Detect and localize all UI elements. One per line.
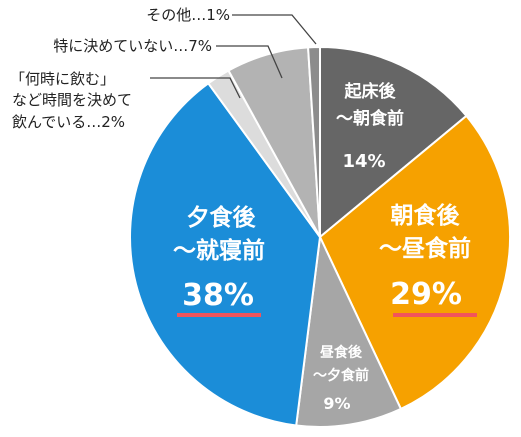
- pie-slice-dinner-to-bed: [129, 81, 322, 427]
- value-underline-breakfast-to-lunch: [393, 313, 477, 317]
- label-fixed-time-3: 飲んでいる…2%: [12, 113, 125, 131]
- pie-slice-other: [307, 45, 321, 238]
- slice-label-dinner-to-bed: 夕食後: [187, 204, 257, 231]
- label-fixed-time-1: 「何時に飲む」: [10, 70, 115, 88]
- leader-line-other: [232, 14, 317, 45]
- slice-label-wake-to-breakfast: 起床後: [344, 81, 397, 102]
- label-other: その他…1%: [146, 6, 230, 24]
- slice-value-lunch-to-dinner: 9%: [323, 394, 350, 413]
- slice-value-dinner-to-bed: 38%: [182, 278, 254, 313]
- leader-lines: [150, 14, 317, 99]
- leader-line-undecided: [216, 45, 283, 79]
- leader-line-fixed-time: [150, 77, 241, 99]
- slice-label-breakfast-to-lunch-2: ～昼食前: [379, 235, 471, 262]
- value-underline-dinner-to-bed: [177, 313, 261, 317]
- pie-slice-lunch-to-dinner: [295, 233, 403, 428]
- slice-label-dinner-to-bed-2: ～就寝前: [173, 237, 265, 264]
- label-undecided: 特に決めていない…7%: [53, 37, 212, 55]
- label-fixed-time-2: など時間を決めて: [12, 91, 132, 109]
- slice-value-wake-to-breakfast: 14%: [342, 151, 385, 172]
- slice-label-lunch-to-dinner: 昼食後: [320, 344, 363, 361]
- slice-label-wake-to-breakfast-2: ～朝食前: [336, 108, 404, 129]
- pie-slices: [129, 45, 511, 428]
- pie-slice-wake-to-breakfast: [319, 45, 468, 240]
- slice-label-lunch-to-dinner-2: ～夕食前: [313, 367, 369, 384]
- slice-label-breakfast-to-lunch: 朝食後: [391, 202, 461, 229]
- slice-value-breakfast-to-lunch: 29%: [390, 277, 462, 312]
